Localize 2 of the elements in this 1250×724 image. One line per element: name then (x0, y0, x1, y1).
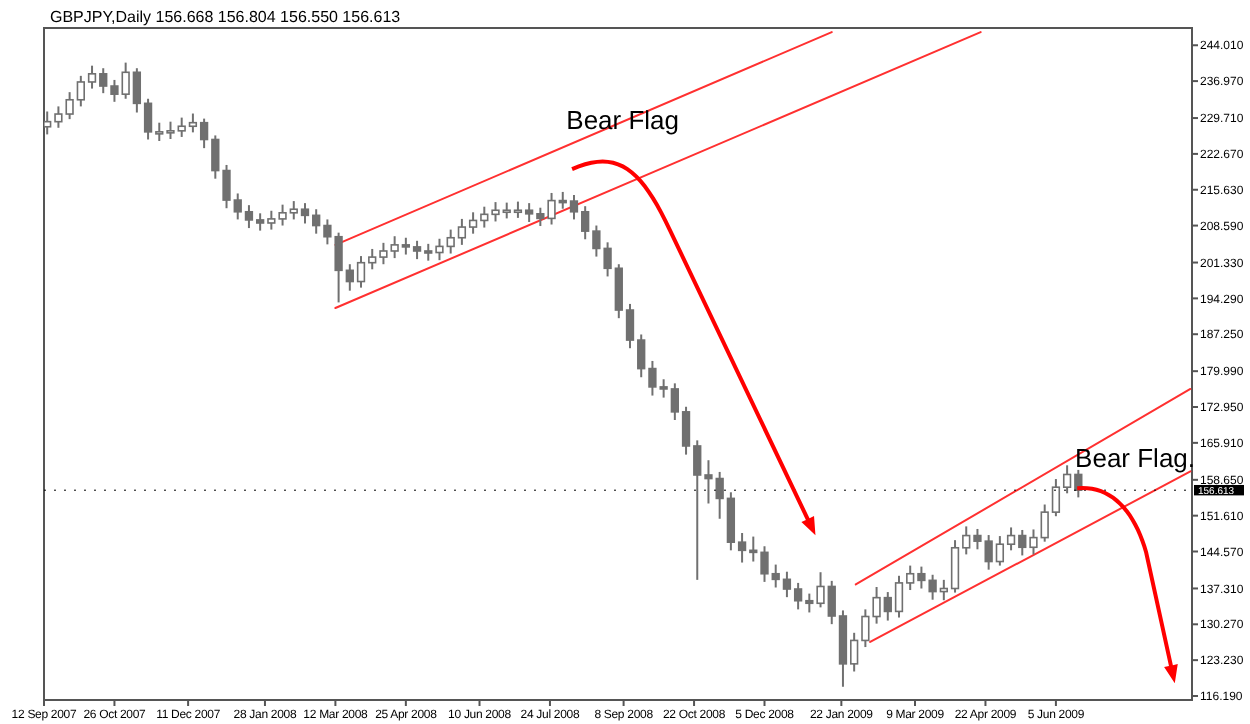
annotation: Bear Flag (566, 104, 680, 135)
chart-title: GBPJPY,Daily 156.668 156.804 156.550 156.613 (50, 8, 402, 26)
